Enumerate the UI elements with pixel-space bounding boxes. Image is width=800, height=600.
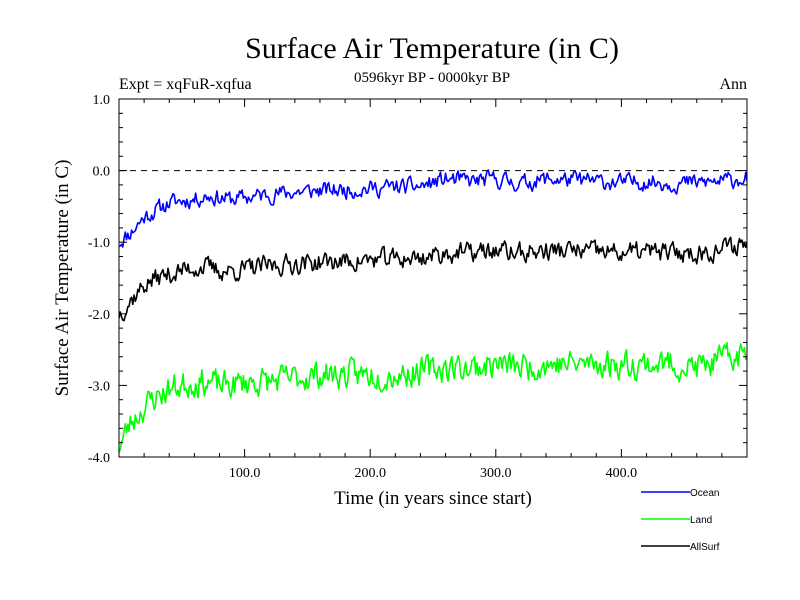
x-tick-label: 100.0 (229, 466, 261, 481)
chart-subtitle: 0596kyr BP - 0000kyr BP (354, 70, 510, 86)
plot-area (118, 98, 748, 458)
plot-frame (118, 98, 748, 458)
series-line-ocean (119, 169, 747, 248)
legend: Ocean Land AllSurf (641, 488, 720, 553)
y-tick-label: -1.0 (88, 236, 110, 251)
experiment-label: Expt = xqFuR-xqfua (119, 76, 252, 93)
y-tick-label: 0.0 (93, 165, 111, 180)
y-tick-label: -3.0 (88, 379, 110, 394)
series-layer (119, 169, 747, 453)
season-label: Ann (719, 76, 747, 93)
series-line-allsurf (119, 236, 747, 322)
y-axis-label: Surface Air Temperature (in C) (52, 160, 73, 397)
legend-label-allsurf: AllSurf (690, 542, 720, 553)
y-tick-label: -4.0 (88, 451, 110, 466)
legend-label-ocean: Ocean (690, 488, 719, 499)
legend-label-land: Land (690, 515, 712, 526)
x-tick-label: 200.0 (354, 466, 386, 481)
x-axis-label: Time (in years since start) (334, 488, 532, 509)
axis-ticks: 100.0 200.0 300.0 400.0 1.0 0.0 -1.0 -2.0 -3.0 -4… (88, 93, 747, 481)
series-line-land (119, 341, 747, 453)
y-tick-label: -2.0 (88, 308, 110, 323)
x-tick-label: 300.0 (480, 466, 512, 481)
y-tick-label: 1.0 (93, 93, 111, 108)
x-tick-label: 400.0 (606, 466, 638, 481)
chart-title: Surface Air Temperature (in C) (245, 32, 619, 65)
